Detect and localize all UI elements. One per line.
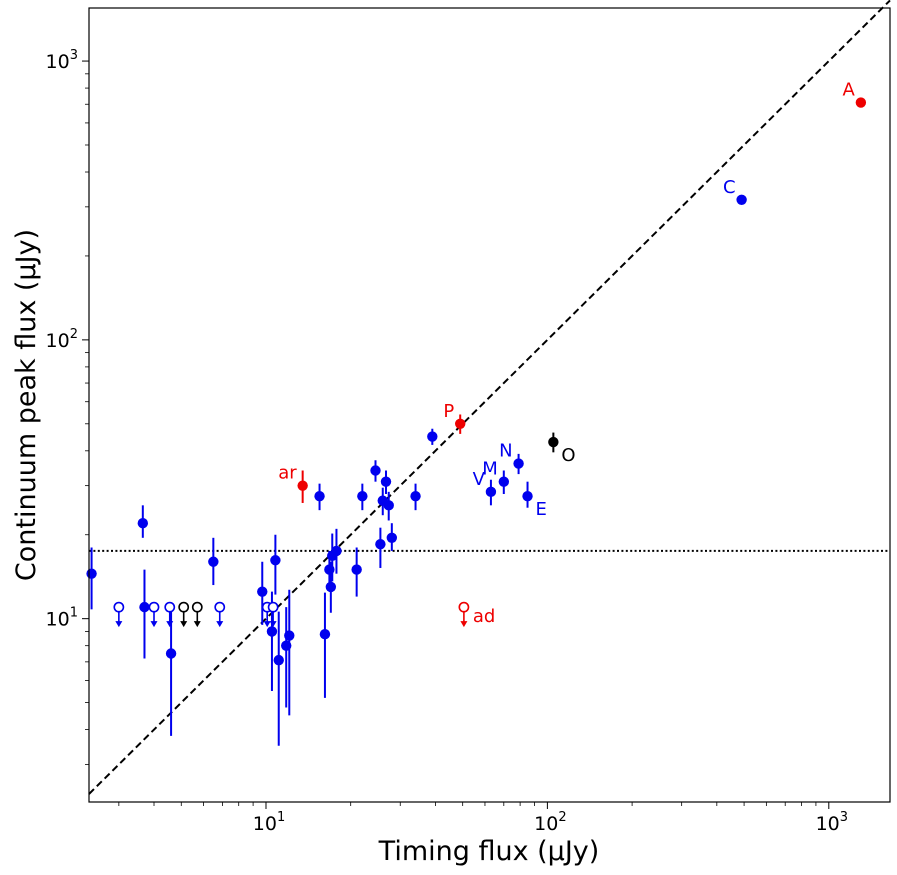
point-label: ar	[278, 463, 297, 484]
data-point	[137, 517, 149, 529]
data-point	[208, 556, 219, 567]
data-point	[380, 476, 392, 487]
one-to-one-line	[88, 0, 891, 795]
upper-limit-arrow	[216, 621, 224, 628]
data-point	[325, 581, 337, 593]
data-point	[522, 490, 533, 502]
data-points	[86, 97, 867, 666]
upper-limit-point	[191, 601, 203, 613]
data-point	[270, 555, 281, 566]
upper-limit-point	[178, 601, 190, 613]
data-point	[386, 532, 398, 544]
data-point	[427, 431, 438, 442]
data-point	[284, 630, 295, 641]
data-point	[266, 626, 278, 637]
y-axis-title: Continuum peak flux (μJy)	[11, 229, 42, 581]
data-point	[383, 500, 394, 511]
x-tick-label: 102	[534, 810, 566, 835]
upper-limit-point	[148, 601, 160, 613]
data-point	[139, 601, 150, 613]
upper-limit-point	[164, 601, 176, 613]
major-ticks	[82, 60, 830, 809]
data-point	[513, 458, 524, 469]
y-tick-label: 101	[46, 606, 78, 631]
data-point	[410, 490, 421, 502]
data-point	[485, 486, 497, 498]
data-point	[165, 648, 177, 659]
upper-limit-arrow	[263, 621, 271, 628]
data-point	[357, 490, 368, 502]
data-point	[273, 654, 284, 666]
y-tick-label: 102	[46, 327, 78, 352]
point-label: M	[482, 459, 498, 480]
data-point	[855, 97, 867, 108]
upper-limit-arrow	[150, 621, 158, 628]
point-label: N	[499, 441, 512, 462]
x-tick-labels: 101 102 103	[253, 810, 848, 835]
x-axis-title: Timing flux (μJy)	[378, 836, 600, 867]
data-point	[736, 194, 747, 205]
upper-limit-point	[214, 601, 226, 613]
data-point	[370, 465, 381, 476]
point-label: A	[843, 80, 856, 101]
y-tick-labels: 101 102 103	[46, 48, 78, 631]
upper-limit-arrow	[269, 621, 277, 628]
x-tick-label: 103	[816, 810, 848, 835]
point-label: V	[473, 469, 486, 490]
data-point	[324, 564, 335, 575]
data-point	[498, 476, 510, 487]
x-tick-label: 101	[253, 810, 285, 835]
plot-area-background	[89, 8, 890, 802]
data-point	[319, 628, 331, 640]
point-labels: A C Par O NMV Ead	[278, 80, 855, 628]
upper-limit-arrow	[166, 621, 174, 628]
point-label: ad	[473, 606, 495, 627]
upper-limit-arrow	[180, 621, 188, 628]
upper-limit-point	[113, 601, 125, 613]
upper-limit-arrow	[115, 621, 123, 628]
data-point	[257, 586, 268, 597]
point-label: O	[561, 445, 575, 466]
point-label: C	[723, 177, 736, 198]
data-point	[297, 480, 308, 491]
upper-limit-arrow	[460, 621, 468, 628]
data-point	[455, 418, 466, 429]
point-label: P	[443, 401, 454, 422]
plot-frame	[88, 7, 891, 803]
y-tick-label: 103	[46, 48, 78, 73]
data-point	[548, 436, 559, 448]
reference-lines	[88, 0, 891, 795]
data-point	[281, 640, 292, 651]
point-label: E	[536, 499, 547, 520]
upper-limit-point	[267, 601, 279, 613]
data-point	[375, 538, 386, 550]
upper-limit-arrow	[193, 621, 201, 628]
minor-ticks	[85, 73, 817, 806]
data-point	[327, 550, 338, 562]
data-point	[351, 564, 362, 575]
upper-limit-point	[458, 601, 470, 613]
data-point	[86, 568, 97, 579]
data-point	[314, 490, 325, 502]
